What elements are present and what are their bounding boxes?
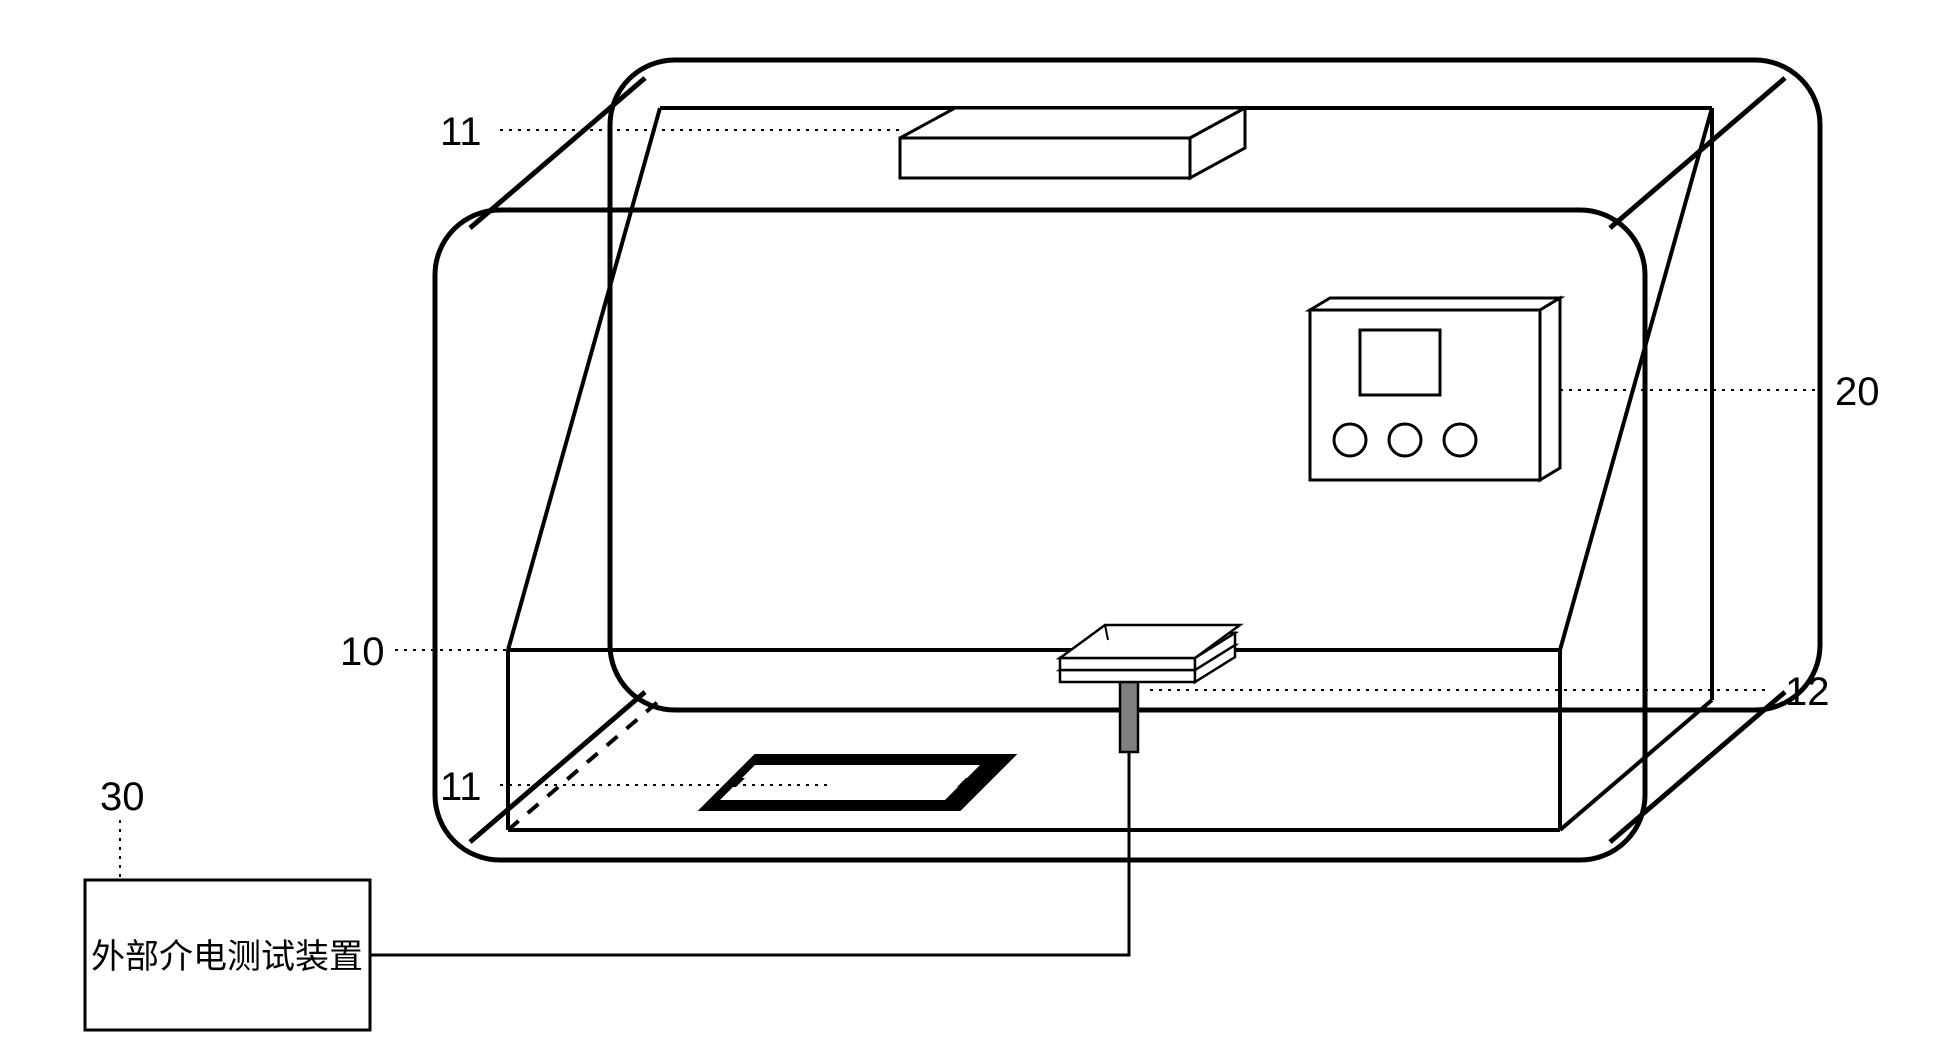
label-30: 30 [100,775,145,819]
bottom-plate [700,755,1015,810]
diagram-svg: 外部介电测试装置 11 20 10 12 11 30 [0,0,1936,1047]
sample-stack [1060,625,1240,752]
outer-bridge-tl [470,78,645,228]
panel-btn-2 [1389,424,1421,456]
label-10: 10 [340,630,385,674]
top-slab [900,108,1245,178]
inner-floor-right-edge [1560,700,1712,830]
connector-post [1120,682,1138,752]
panel-screen [1360,330,1440,395]
panel-btn-1 [1334,424,1366,456]
inner-top-left-edge [508,108,660,650]
label-11-bottom: 11 [440,765,482,809]
label-12: 12 [1785,670,1830,714]
stack-mid-front [1060,658,1195,670]
inner-top-right-edge [1560,108,1712,650]
panel-right [1540,298,1560,480]
panel-btn-3 [1444,424,1476,456]
inner-floor-left-hidden [508,700,660,830]
label-11-top: 11 [440,110,482,154]
panel-top [1310,298,1560,310]
external-device-label: 外部介电测试装置 [91,938,363,976]
outer-bridge-bl [470,692,645,842]
top-slab-front [900,138,1190,178]
label-20: 20 [1835,370,1880,414]
control-panel [1310,298,1560,480]
top-slab-top [900,108,1245,138]
stack-bottom-front [1060,670,1195,682]
